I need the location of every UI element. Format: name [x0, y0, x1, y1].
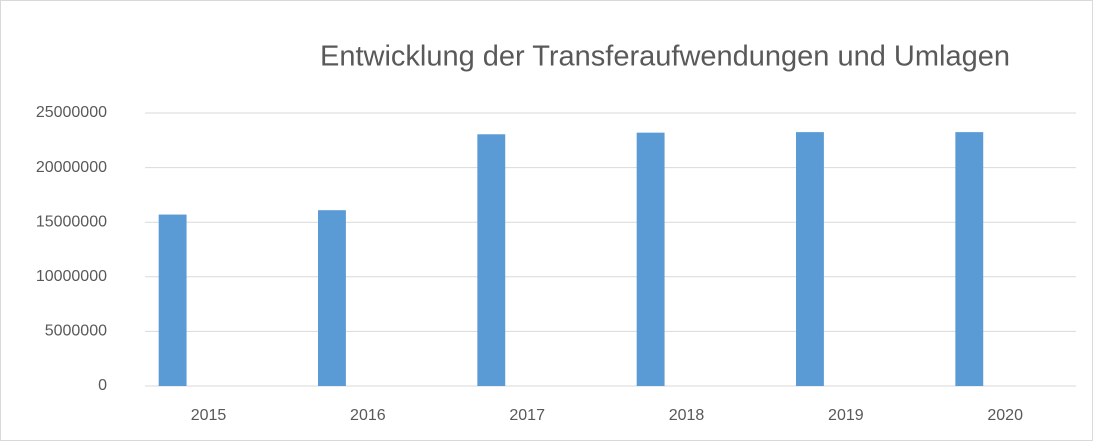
y-tick-label: 20000000: [36, 159, 107, 176]
bar: [318, 210, 346, 386]
y-tick-label: 0: [98, 377, 107, 394]
bar: [477, 134, 506, 386]
y-tick-label: 25000000: [36, 104, 107, 121]
bar: [158, 214, 187, 386]
bar: [636, 132, 665, 386]
x-tick-label: 2019: [828, 407, 864, 424]
chart-title: Entwicklung der Transferaufwendungen und…: [320, 41, 1010, 73]
y-tick-label: 5000000: [45, 323, 107, 340]
bar: [955, 132, 984, 386]
y-tick-label: 10000000: [36, 268, 107, 285]
y-tick-label: 15000000: [36, 213, 107, 230]
x-tick-label: 2015: [191, 407, 227, 424]
x-tick-label: 2016: [350, 407, 386, 424]
x-tick-label: 2020: [987, 407, 1023, 424]
x-tick-label: 2018: [669, 407, 705, 424]
bar: [796, 132, 824, 386]
x-tick-label: 2017: [509, 407, 545, 424]
